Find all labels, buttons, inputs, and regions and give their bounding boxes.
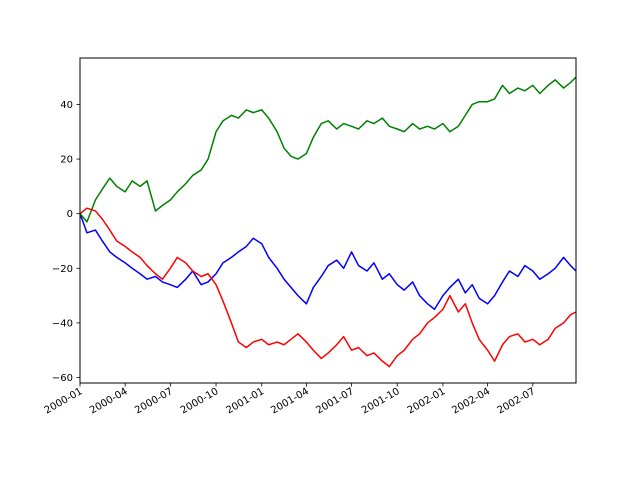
- series-layer: [79, 76, 577, 368]
- series-line-3: [79, 207, 577, 368]
- x-tick-label: 2002-04: [450, 386, 492, 416]
- x-axis-ticks: 2000-01 2000-04 2000-07 2000-10 2001-01 2001-…: [43, 383, 538, 416]
- x-tick-label: 2002-01: [406, 386, 448, 416]
- axes: [79, 57, 577, 384]
- y-tick-label: 0: [67, 209, 73, 220]
- plot-frame: [79, 57, 577, 384]
- y-tick-label: −40: [52, 318, 73, 329]
- series-line-1: [79, 213, 577, 311]
- x-tick-label: 2001-04: [269, 386, 311, 416]
- x-tick-label: 2001-10: [360, 386, 402, 416]
- x-tick-label: 2000-04: [88, 386, 130, 416]
- series-line-2: [79, 76, 577, 223]
- plot-background: [80, 58, 576, 383]
- x-tick-label: 2002-07: [496, 386, 538, 416]
- x-tick-label: 2000-07: [133, 386, 175, 416]
- x-tick-label: 2001-07: [314, 386, 356, 416]
- x-tick-label: 2000-10: [179, 386, 221, 416]
- x-tick-label: 2000-01: [43, 386, 85, 416]
- y-tick-label: 20: [60, 155, 73, 166]
- x-tick-label: 2001-01: [225, 386, 267, 416]
- y-tick-label: −60: [52, 373, 73, 384]
- y-tick-label: 40: [60, 100, 73, 111]
- y-tick-label: −20: [52, 264, 73, 275]
- y-axis-ticks: −60 −40 −20 0 20 40: [52, 100, 80, 384]
